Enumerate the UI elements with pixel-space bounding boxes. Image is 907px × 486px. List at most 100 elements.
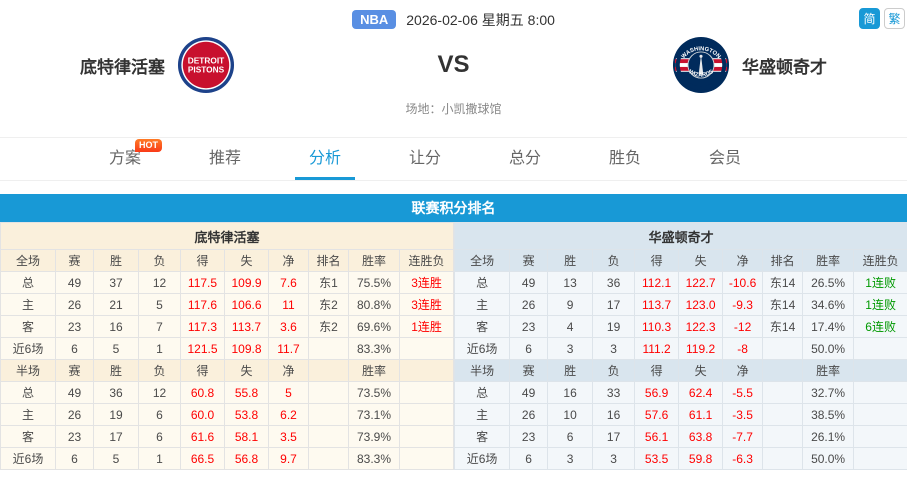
stat-cell: 5 [268,381,309,404]
home-team: 底特律活塞 DETROIT PISTONS [80,36,235,94]
table-row: 主 26 19 6 60.0 53.8 6.2 73.1% [0,403,455,426]
table-row: 主 26 10 16 57.6 61.1 -3.5 38.5% [454,403,907,426]
column-header: 净 [268,359,309,382]
hot-badge: HOT [135,139,162,152]
stat-cell: 16 [547,381,594,404]
stat-cell: 21 [93,293,139,316]
row-label: 总 [454,381,511,404]
tab-recommend[interactable]: 推荐 [208,150,241,167]
stat-cell: 49 [55,271,94,294]
stat-cell: 6 [509,337,549,360]
stat-cell: -7.7 [722,425,764,448]
stat-cell: 东14 [762,293,804,316]
stat-cell: 东2 [308,293,349,316]
tab-win-loss[interactable]: 胜负 [608,150,641,167]
column-header: 得 [634,359,680,382]
column-header [398,359,455,382]
away-table-title: 华盛顿奇才 [454,222,907,250]
tab-plans[interactable]: 方案 HOT [75,138,175,180]
column-header: 半场 [454,359,511,382]
stat-cell [308,425,349,448]
column-header: 失 [224,249,269,272]
away-team-name: 华盛顿奇才 [741,57,827,77]
away-full-rows: 总 49 13 36 112.1 122.7 -10.6 东14 26.5% 1连败主 26 9 17 1… [454,271,907,360]
stat-cell [308,403,349,426]
row-label: 主 [0,403,56,426]
stat-cell: 12 [138,271,181,294]
stat-cell: 34.6% [802,293,855,316]
column-header: 负 [592,359,636,382]
column-header: 净 [722,249,764,272]
row-label: 近6场 [454,447,511,470]
stat-cell: 32.7% [802,381,855,404]
stat-cell: 122.3 [678,315,724,338]
stat-cell: 117.5 [180,271,225,294]
tab-total-points[interactable]: 总分 [508,150,541,167]
stat-cell: 1 [138,447,181,470]
tab-member[interactable]: 会员 [708,150,741,167]
column-header: 连胜负 [853,249,907,272]
stat-cell: 19 [592,315,636,338]
stat-cell: 17 [592,293,636,316]
away-full-headers: 全场赛胜负得失净排名 胜率 连胜负 [454,249,907,272]
stat-cell [398,337,455,360]
stat-cell: 113.7 [634,293,680,316]
stat-cell: 6连败 [853,315,907,338]
stat-cell: 112.1 [634,271,680,294]
home-table-title: 底特律活塞 [0,222,455,250]
pistons-logo-text2: PISTONS [188,65,225,75]
top-info-bar: NBA 2026-02-06 星期五 8:00 简 繁 [0,0,907,32]
stat-cell: 23 [55,425,94,448]
column-header: 半场 [0,359,56,382]
away-half-rows: 总 49 16 33 56.9 62.4 -5.5 32.7% 主 26 10 16 57.6 61.1-… [454,381,907,470]
stat-cell [398,425,455,448]
stat-cell: 58.1 [224,425,269,448]
stat-cell [308,381,349,404]
column-header: 胜 [547,249,594,272]
stat-cell: 50.0% [802,447,855,470]
stat-cell: 3.5 [268,425,309,448]
table-row: 近6场 6 3 3 53.5 59.8 -6.3 50.0% [454,447,907,470]
away-team: WASHINGTON WIZARDS 华盛顿奇才 [672,36,827,94]
column-header: 胜率 [348,249,400,272]
stat-cell: 123.0 [678,293,724,316]
stat-cell: 117.3 [180,315,225,338]
table-row: 总 49 37 12 117.5 109.9 7.6 东1 75.5% 3连胜 [0,271,455,294]
stat-cell: 3 [547,337,594,360]
tab-handicap[interactable]: 让分 [408,150,441,167]
stat-cell: 9 [547,293,594,316]
column-header: 全场 [0,249,56,272]
lang-simplified-button[interactable]: 简 [859,8,880,29]
stat-cell: 5 [138,293,181,316]
stat-cell: 53.8 [224,403,269,426]
column-header: 失 [224,359,269,382]
lang-traditional-button[interactable]: 繁 [884,8,905,29]
stat-cell: 113.7 [224,315,269,338]
column-header: 得 [180,249,225,272]
table-row: 总 49 13 36 112.1 122.7 -10.6 东14 26.5% 1连败 [454,271,907,294]
stat-cell: 111.2 [634,337,680,360]
stat-cell: 122.7 [678,271,724,294]
row-label: 近6场 [454,337,511,360]
stat-cell: 1连败 [853,293,907,316]
row-label: 客 [454,425,511,448]
column-header: 排名 [308,249,349,272]
stat-cell: 6 [509,447,549,470]
table-row: 客 23 16 7 117.3 113.7 3.6 东2 69.6% 1连胜 [0,315,455,338]
stat-cell [762,447,804,470]
table-row: 总 49 36 12 60.8 55.8 5 73.5% [0,381,455,404]
language-toggle: 简 繁 [859,8,905,29]
stat-cell: 17.4% [802,315,855,338]
row-label: 客 [0,315,56,338]
stat-cell: 60.0 [180,403,225,426]
tab-analysis[interactable]: 分析 [275,138,375,180]
column-header: 失 [678,359,724,382]
stat-cell: 109.9 [224,271,269,294]
table-row: 近6场 6 3 3 111.2 119.2 -8 50.0% [454,337,907,360]
stat-cell: 80.8% [348,293,400,316]
stat-cell [853,425,907,448]
column-header: 失 [678,249,724,272]
stat-cell: 7.6 [268,271,309,294]
stat-cell: 119.2 [678,337,724,360]
stat-cell [762,381,804,404]
